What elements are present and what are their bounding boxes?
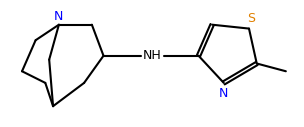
Text: NH: NH [143, 49, 161, 62]
Text: S: S [247, 12, 255, 26]
Text: N: N [54, 10, 63, 23]
Text: N: N [218, 87, 228, 100]
